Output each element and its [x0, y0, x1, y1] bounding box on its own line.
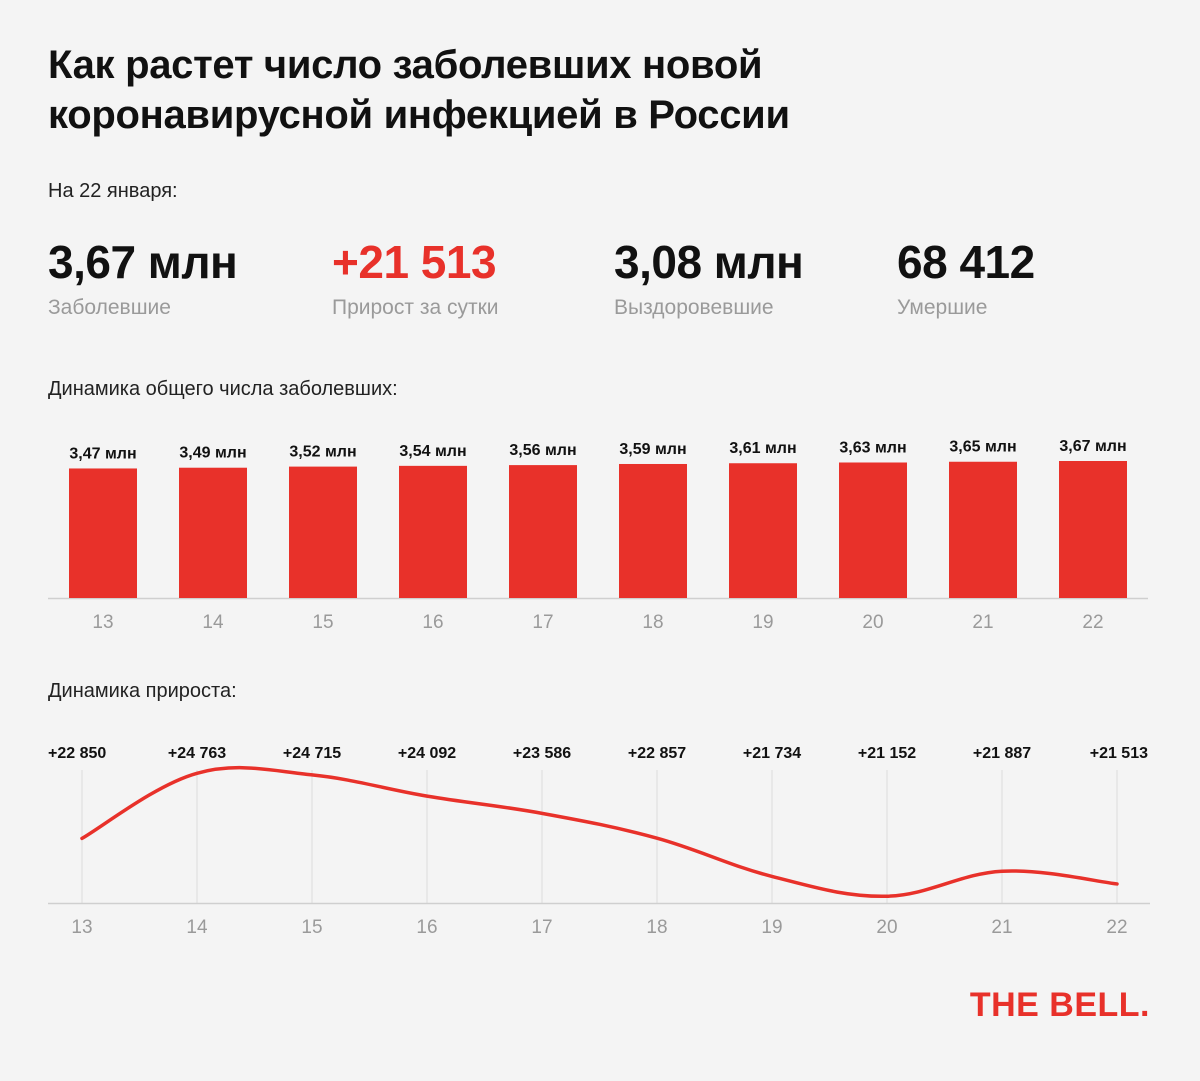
x-tick-label: 16	[416, 917, 437, 938]
x-tick-label: 14	[202, 612, 224, 633]
stat-label: Выздоровевшие	[614, 296, 774, 319]
line-chart-title: Динамика прироста:	[48, 680, 237, 702]
bar-value-label: 3,47 млн	[69, 445, 136, 462]
x-tick-label: 17	[531, 917, 552, 938]
page-title: Как растет число заболевших новой корона…	[48, 43, 790, 137]
line-value-label: +22 857	[628, 745, 686, 762]
bar-value-label: 3,49 млн	[179, 445, 246, 462]
bar-value-label: 3,59 млн	[619, 441, 686, 458]
bar	[1059, 461, 1127, 598]
line-value-label: +23 586	[513, 745, 571, 762]
stat-daily-increase: +21 513 Прирост за сутки	[332, 234, 499, 320]
x-tick-label: 15	[301, 917, 322, 938]
bar	[949, 461, 1017, 598]
x-tick-label: 20	[862, 612, 883, 633]
x-tick-label: 13	[71, 917, 92, 938]
bar	[619, 463, 687, 598]
stat-recovered: 3,08 млн Выздоровевшие	[614, 234, 804, 320]
x-tick-label: 14	[186, 917, 208, 938]
x-tick-label: 21	[991, 917, 1012, 938]
bar	[399, 465, 467, 598]
bar-value-label: 3,56 млн	[509, 442, 576, 459]
stat-value: 68 412	[897, 236, 1035, 288]
stat-deaths: 68 412 Умершие	[897, 234, 1035, 320]
line-value-label: +22 850	[48, 745, 106, 762]
stat-cases: 3,67 млн Заболевшие	[48, 234, 238, 320]
x-tick-label: 19	[761, 917, 782, 938]
line-value-label: +21 152	[858, 745, 916, 762]
stat-value: +21 513	[332, 236, 497, 288]
series-line	[80, 765, 1119, 898]
x-tick-label: 21	[972, 612, 993, 633]
x-tick-label: 13	[92, 612, 113, 633]
bar-chart-title: Динамика общего числа заболевших:	[48, 378, 398, 400]
x-tick-label: 19	[752, 612, 773, 633]
stat-label: Заболевшие	[48, 296, 171, 319]
bar-value-label: 3,65 млн	[949, 439, 1016, 456]
line-value-label: +24 763	[168, 745, 226, 762]
line-value-label: +24 715	[283, 745, 341, 762]
bar-value-label: 3,52 млн	[289, 444, 356, 461]
line-value-label: +21 513	[1090, 745, 1148, 762]
as-of-date: На 22 января:	[48, 180, 178, 202]
x-tick-label: 22	[1106, 917, 1127, 938]
line-value-label: +21 734	[743, 745, 801, 762]
x-tick-label: 18	[642, 612, 663, 633]
bar	[179, 467, 247, 598]
line-value-label: +24 092	[398, 745, 456, 762]
stat-value: 3,08 млн	[614, 236, 804, 288]
bar	[839, 462, 907, 598]
bar-value-label: 3,63 млн	[839, 439, 906, 456]
x-tick-label: 16	[422, 612, 443, 633]
x-tick-label: 22	[1082, 612, 1103, 633]
x-tick-label: 15	[312, 612, 333, 633]
bar	[69, 468, 137, 598]
bar-value-label: 3,61 млн	[729, 440, 796, 457]
line-value-label: +21 887	[973, 745, 1031, 762]
bar	[509, 465, 577, 598]
stat-value: 3,67 млн	[48, 236, 238, 288]
stat-label: Умершие	[897, 296, 988, 319]
x-tick-label: 20	[876, 917, 897, 938]
x-tick-label: 17	[532, 612, 553, 633]
line-chart: +22 850 13 +24 763 14 +24 715 15 +24 092 16 +23 …	[48, 745, 1150, 938]
bar	[729, 463, 797, 598]
bar-value-label: 3,67 млн	[1059, 438, 1126, 455]
stat-label: Прирост за сутки	[332, 296, 499, 319]
x-tick-label: 18	[646, 917, 667, 938]
bar	[289, 466, 357, 598]
bar-value-label: 3,54 млн	[399, 443, 466, 460]
the-bell-logo: THE BELL.	[969, 986, 1150, 1024]
bar-chart: 3,47 млн 13 3,49 млн 14 3,52 млн 15 3,54 млн 16…	[48, 438, 1148, 633]
